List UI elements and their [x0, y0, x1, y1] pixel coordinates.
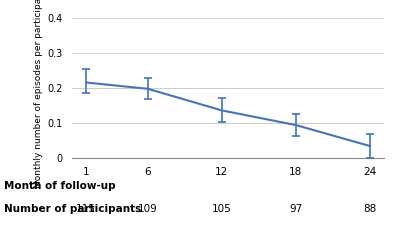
- Text: Number of participants: Number of participants: [4, 204, 141, 214]
- Text: 97: 97: [289, 204, 302, 214]
- Text: 115: 115: [76, 204, 96, 214]
- Text: 109: 109: [138, 204, 158, 214]
- Y-axis label: Monthly number of episodes per participant: Monthly number of episodes per participa…: [34, 0, 43, 188]
- Text: 88: 88: [363, 204, 376, 214]
- Text: Month of follow-up: Month of follow-up: [4, 181, 116, 191]
- Text: 105: 105: [212, 204, 232, 214]
